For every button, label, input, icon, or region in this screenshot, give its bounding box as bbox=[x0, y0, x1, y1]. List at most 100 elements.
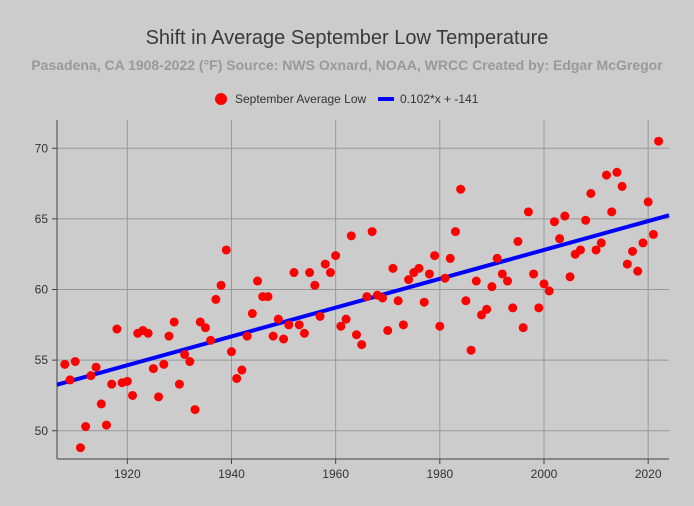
data-point bbox=[534, 303, 544, 313]
data-point bbox=[331, 251, 341, 261]
data-point bbox=[503, 276, 513, 286]
data-point bbox=[279, 334, 289, 344]
data-point bbox=[544, 286, 554, 296]
data-point bbox=[362, 292, 372, 302]
scatter-layer bbox=[60, 136, 664, 453]
data-point bbox=[643, 197, 653, 207]
data-point bbox=[81, 422, 91, 432]
data-point bbox=[596, 238, 606, 248]
data-point bbox=[518, 323, 528, 333]
data-point bbox=[461, 296, 471, 306]
data-point bbox=[148, 364, 158, 374]
data-point bbox=[211, 294, 221, 304]
data-point bbox=[341, 314, 351, 324]
x-tick-label: 1940 bbox=[218, 467, 245, 481]
data-point bbox=[91, 362, 101, 372]
data-point bbox=[497, 269, 507, 279]
data-point bbox=[143, 328, 153, 338]
data-point bbox=[284, 320, 294, 330]
data-point bbox=[487, 282, 497, 292]
data-point bbox=[575, 245, 585, 255]
data-point bbox=[466, 345, 476, 355]
data-point bbox=[430, 251, 440, 261]
y-tick-label: 70 bbox=[35, 141, 49, 155]
data-point bbox=[419, 297, 429, 307]
data-point bbox=[492, 253, 502, 263]
data-point bbox=[206, 335, 216, 345]
data-point bbox=[591, 245, 601, 255]
data-point bbox=[273, 314, 283, 324]
data-point bbox=[383, 325, 393, 335]
data-point bbox=[367, 227, 377, 237]
data-point bbox=[404, 275, 414, 285]
data-point bbox=[648, 229, 658, 239]
data-point bbox=[351, 330, 361, 340]
data-point bbox=[101, 420, 111, 430]
data-point bbox=[242, 331, 252, 341]
data-point bbox=[628, 246, 638, 256]
data-point bbox=[237, 365, 247, 375]
data-point bbox=[435, 321, 445, 331]
data-point bbox=[555, 234, 565, 244]
data-point bbox=[424, 269, 434, 279]
data-point bbox=[86, 371, 96, 381]
x-tick-label: 1920 bbox=[114, 467, 141, 481]
data-point bbox=[263, 292, 273, 302]
data-point bbox=[185, 357, 195, 367]
data-point bbox=[325, 268, 335, 278]
data-point bbox=[476, 310, 486, 320]
data-point bbox=[398, 320, 408, 330]
legend-label-scatter: September Average Low bbox=[235, 92, 367, 106]
data-point bbox=[174, 379, 184, 389]
data-point bbox=[96, 399, 106, 409]
data-point bbox=[357, 340, 367, 350]
data-point bbox=[612, 167, 622, 177]
data-point bbox=[346, 231, 356, 241]
data-point bbox=[440, 273, 450, 283]
grid bbox=[57, 120, 669, 459]
data-point bbox=[107, 379, 117, 389]
legend-item-trendline[interactable]: 0.102*x + -141 bbox=[378, 92, 479, 106]
data-point bbox=[617, 181, 627, 191]
data-point bbox=[159, 359, 169, 369]
y-tick-label: 65 bbox=[35, 212, 49, 226]
data-point bbox=[221, 245, 231, 255]
data-point bbox=[336, 321, 346, 331]
y-tick-label: 50 bbox=[35, 424, 49, 438]
data-point bbox=[70, 357, 80, 367]
data-point bbox=[565, 272, 575, 282]
legend-marker-scatter bbox=[215, 93, 227, 105]
data-point bbox=[529, 269, 539, 279]
data-point bbox=[289, 268, 299, 278]
data-point bbox=[247, 309, 257, 319]
legend[interactable]: September Average Low 0.102*x + -141 bbox=[215, 92, 479, 106]
data-point bbox=[190, 405, 200, 415]
data-point bbox=[310, 280, 320, 290]
data-point bbox=[320, 259, 330, 269]
data-point bbox=[122, 376, 132, 386]
data-point bbox=[180, 349, 190, 359]
y-tick-label: 55 bbox=[35, 353, 49, 367]
data-point bbox=[539, 279, 549, 289]
legend-item-scatter[interactable]: September Average Low bbox=[215, 92, 367, 106]
data-point bbox=[622, 259, 632, 269]
data-point bbox=[232, 373, 242, 383]
data-point bbox=[195, 317, 205, 327]
data-point bbox=[414, 263, 424, 273]
data-point bbox=[128, 390, 138, 400]
data-point bbox=[315, 311, 325, 321]
chart-subtitle: Pasadena, CA 1908-2022 (°F) Source: NWS … bbox=[31, 57, 663, 73]
data-point bbox=[294, 320, 304, 330]
x-tick-label: 1960 bbox=[322, 467, 349, 481]
x-tick-label: 1980 bbox=[426, 467, 453, 481]
axes: 50 55 60 65 70 1920 1940 1960 1980 2000 2020 bbox=[35, 120, 669, 481]
data-point bbox=[560, 211, 570, 221]
data-point bbox=[482, 304, 492, 314]
data-point bbox=[471, 276, 481, 286]
data-point bbox=[75, 443, 85, 453]
legend-label-trendline: 0.102*x + -141 bbox=[400, 92, 479, 106]
chart-title: Shift in Average September Low Temperatu… bbox=[146, 27, 549, 49]
y-tick-label: 60 bbox=[35, 283, 49, 297]
data-point bbox=[169, 317, 179, 327]
data-point bbox=[508, 303, 518, 313]
